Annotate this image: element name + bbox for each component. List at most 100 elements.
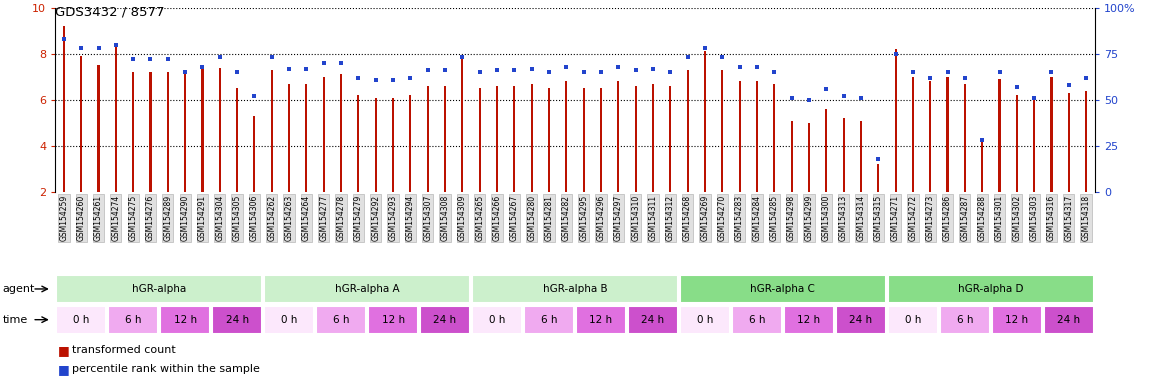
Bar <box>306 84 307 192</box>
Bar <box>547 88 550 192</box>
Bar <box>184 70 186 192</box>
Bar <box>576 306 626 333</box>
Bar <box>836 306 886 333</box>
Bar <box>704 51 706 192</box>
Bar <box>218 68 221 192</box>
Text: hGR-alpha D: hGR-alpha D <box>958 284 1024 294</box>
Bar <box>444 86 446 192</box>
Bar <box>461 56 463 192</box>
Text: 24 h: 24 h <box>434 314 457 325</box>
Bar <box>680 275 886 303</box>
Bar <box>160 306 210 333</box>
Bar <box>98 65 100 192</box>
Bar <box>843 118 844 192</box>
Bar <box>566 81 567 192</box>
Bar <box>150 72 152 192</box>
Text: 0 h: 0 h <box>489 314 505 325</box>
Bar <box>472 306 522 333</box>
Bar <box>888 306 938 333</box>
Bar <box>991 306 1042 333</box>
Bar <box>56 275 262 303</box>
Bar <box>270 70 273 192</box>
Bar <box>790 121 792 192</box>
Bar <box>826 109 827 192</box>
Bar <box>860 121 862 192</box>
Bar <box>56 306 106 333</box>
Bar <box>253 116 255 192</box>
Text: hGR-alpha A: hGR-alpha A <box>335 284 399 294</box>
Text: 12 h: 12 h <box>174 314 197 325</box>
Bar <box>496 86 498 192</box>
Bar <box>323 77 324 192</box>
Bar <box>392 98 394 192</box>
Bar <box>731 306 782 333</box>
Text: 12 h: 12 h <box>797 314 820 325</box>
Bar <box>940 306 990 333</box>
Bar <box>618 81 620 192</box>
Bar <box>946 77 949 192</box>
Text: 12 h: 12 h <box>382 314 405 325</box>
Text: GDS3432 / 8577: GDS3432 / 8577 <box>55 6 164 19</box>
Bar <box>524 306 574 333</box>
Bar <box>912 77 914 192</box>
Bar <box>738 81 741 192</box>
Bar <box>358 95 360 192</box>
Bar <box>115 45 117 192</box>
Bar <box>478 88 481 192</box>
Bar <box>340 74 343 192</box>
Bar <box>530 84 532 192</box>
Bar <box>964 84 966 192</box>
Bar <box>409 95 412 192</box>
Bar <box>721 70 723 192</box>
Bar <box>167 72 169 192</box>
Bar <box>895 49 897 192</box>
Text: 6 h: 6 h <box>125 314 141 325</box>
Text: ■: ■ <box>58 362 69 376</box>
Text: 6 h: 6 h <box>957 314 973 325</box>
Bar <box>201 65 204 192</box>
Bar <box>680 306 730 333</box>
Bar <box>1067 93 1070 192</box>
Bar <box>1044 306 1094 333</box>
Bar <box>877 164 880 192</box>
Bar <box>888 275 1094 303</box>
Bar <box>773 84 775 192</box>
Bar <box>316 306 366 333</box>
Bar <box>375 98 377 192</box>
Bar <box>600 88 603 192</box>
Bar <box>108 306 159 333</box>
Bar <box>807 123 810 192</box>
Bar <box>264 275 470 303</box>
Text: 0 h: 0 h <box>72 314 90 325</box>
Bar <box>212 306 262 333</box>
Bar <box>628 306 678 333</box>
Bar <box>472 275 678 303</box>
Bar <box>929 81 932 192</box>
Text: 12 h: 12 h <box>1005 314 1028 325</box>
Bar <box>264 306 314 333</box>
Bar <box>427 86 429 192</box>
Text: hGR-alpha C: hGR-alpha C <box>751 284 815 294</box>
Bar <box>368 306 419 333</box>
Text: 0 h: 0 h <box>697 314 713 325</box>
Text: 6 h: 6 h <box>749 314 765 325</box>
Bar <box>1033 98 1035 192</box>
Text: agent: agent <box>2 284 34 294</box>
Text: hGR-alpha: hGR-alpha <box>132 284 186 294</box>
Text: 24 h: 24 h <box>850 314 873 325</box>
Text: 24 h: 24 h <box>1057 314 1080 325</box>
Bar <box>132 72 135 192</box>
Text: 0 h: 0 h <box>281 314 298 325</box>
Bar <box>981 141 983 192</box>
Text: 12 h: 12 h <box>590 314 613 325</box>
Bar <box>63 26 64 192</box>
Bar <box>998 79 1000 192</box>
Bar <box>1050 77 1052 192</box>
Text: 6 h: 6 h <box>540 314 558 325</box>
Bar <box>1015 95 1018 192</box>
Text: transformed count: transformed count <box>72 345 176 355</box>
Bar <box>784 306 834 333</box>
Text: hGR-alpha B: hGR-alpha B <box>543 284 607 294</box>
Bar <box>288 84 290 192</box>
Text: 24 h: 24 h <box>225 314 248 325</box>
